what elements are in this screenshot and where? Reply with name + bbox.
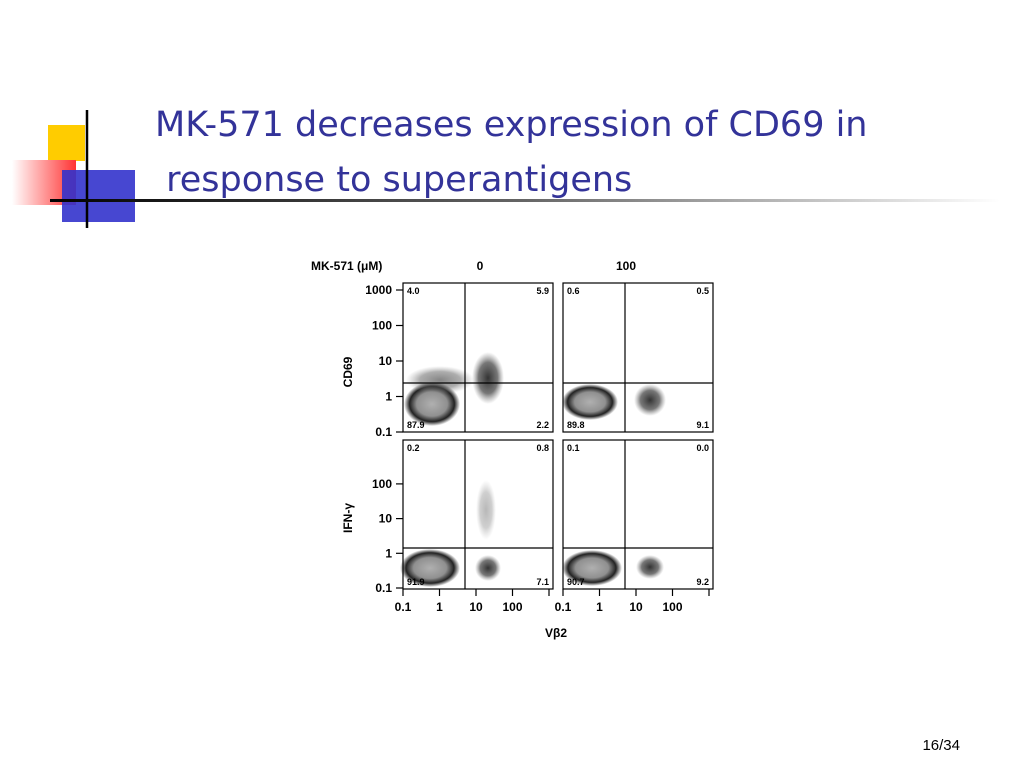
y-tick-label: 10 xyxy=(379,512,393,526)
quadrant-value: 87.9 xyxy=(407,420,425,430)
panel-frame xyxy=(402,282,554,433)
quadrant-value: 4.0 xyxy=(407,286,420,296)
column-label: 0 xyxy=(477,259,484,273)
x-tick-label: 100 xyxy=(662,600,682,614)
x-tick-label: 10 xyxy=(469,600,483,614)
y-tick-label: 1000 xyxy=(365,283,392,297)
quadrant-value: 0.2 xyxy=(407,443,420,453)
quadrant-value: 0.5 xyxy=(696,286,709,296)
x-tick-label: 100 xyxy=(502,600,522,614)
quadrant-value: 0.6 xyxy=(567,286,580,296)
y-tick-label: 100 xyxy=(372,477,392,491)
row-label: IFN-γ xyxy=(341,503,355,533)
column-label: 100 xyxy=(616,259,636,273)
quadrant-value: 9.2 xyxy=(696,577,709,587)
quadrant-value: 0.8 xyxy=(536,443,549,453)
x-tick-label: 0.1 xyxy=(555,600,572,614)
title: MK-571 decreases expression of CD69 in r… xyxy=(155,105,868,200)
row-label: CD69 xyxy=(341,356,355,387)
quadrant-value: 90.7 xyxy=(567,577,585,587)
x-axis-label: Vβ2 xyxy=(545,626,567,640)
quadrant-value: 5.9 xyxy=(536,286,549,296)
y-tick-label: 10 xyxy=(379,354,393,368)
deco-hline xyxy=(50,199,1000,202)
quadrant-value: 91.9 xyxy=(407,577,425,587)
quadrant-value: 89.8 xyxy=(567,420,585,430)
deco-yellow xyxy=(48,125,85,161)
y-tick-label: 1 xyxy=(385,546,392,560)
x-tick-label: 10 xyxy=(629,600,643,614)
x-tick-label: 1 xyxy=(596,600,603,614)
page-number: 16/34 xyxy=(922,737,960,754)
y-tick-label: 0.1 xyxy=(375,425,392,439)
x-tick-label: 0.1 xyxy=(395,600,412,614)
y-tick-label: 100 xyxy=(372,319,392,333)
deco-blue xyxy=(62,170,135,222)
panel-frame xyxy=(562,439,714,590)
quadrant-value: 0.0 xyxy=(696,443,709,453)
quadrant-value: 0.1 xyxy=(567,443,580,453)
y-tick-label: 0.1 xyxy=(375,581,392,595)
panel-frame xyxy=(562,282,714,433)
quadrant-value: 9.1 xyxy=(696,420,709,430)
panel-frame xyxy=(402,439,554,590)
quadrant-value: 7.1 xyxy=(536,577,549,587)
x-tick-label: 1 xyxy=(436,600,443,614)
header-label: MK-571 (μM) xyxy=(311,259,382,273)
dot-clouds xyxy=(400,352,666,587)
y-tick-label: 1 xyxy=(385,390,392,404)
quadrant-value: 2.2 xyxy=(536,420,549,430)
